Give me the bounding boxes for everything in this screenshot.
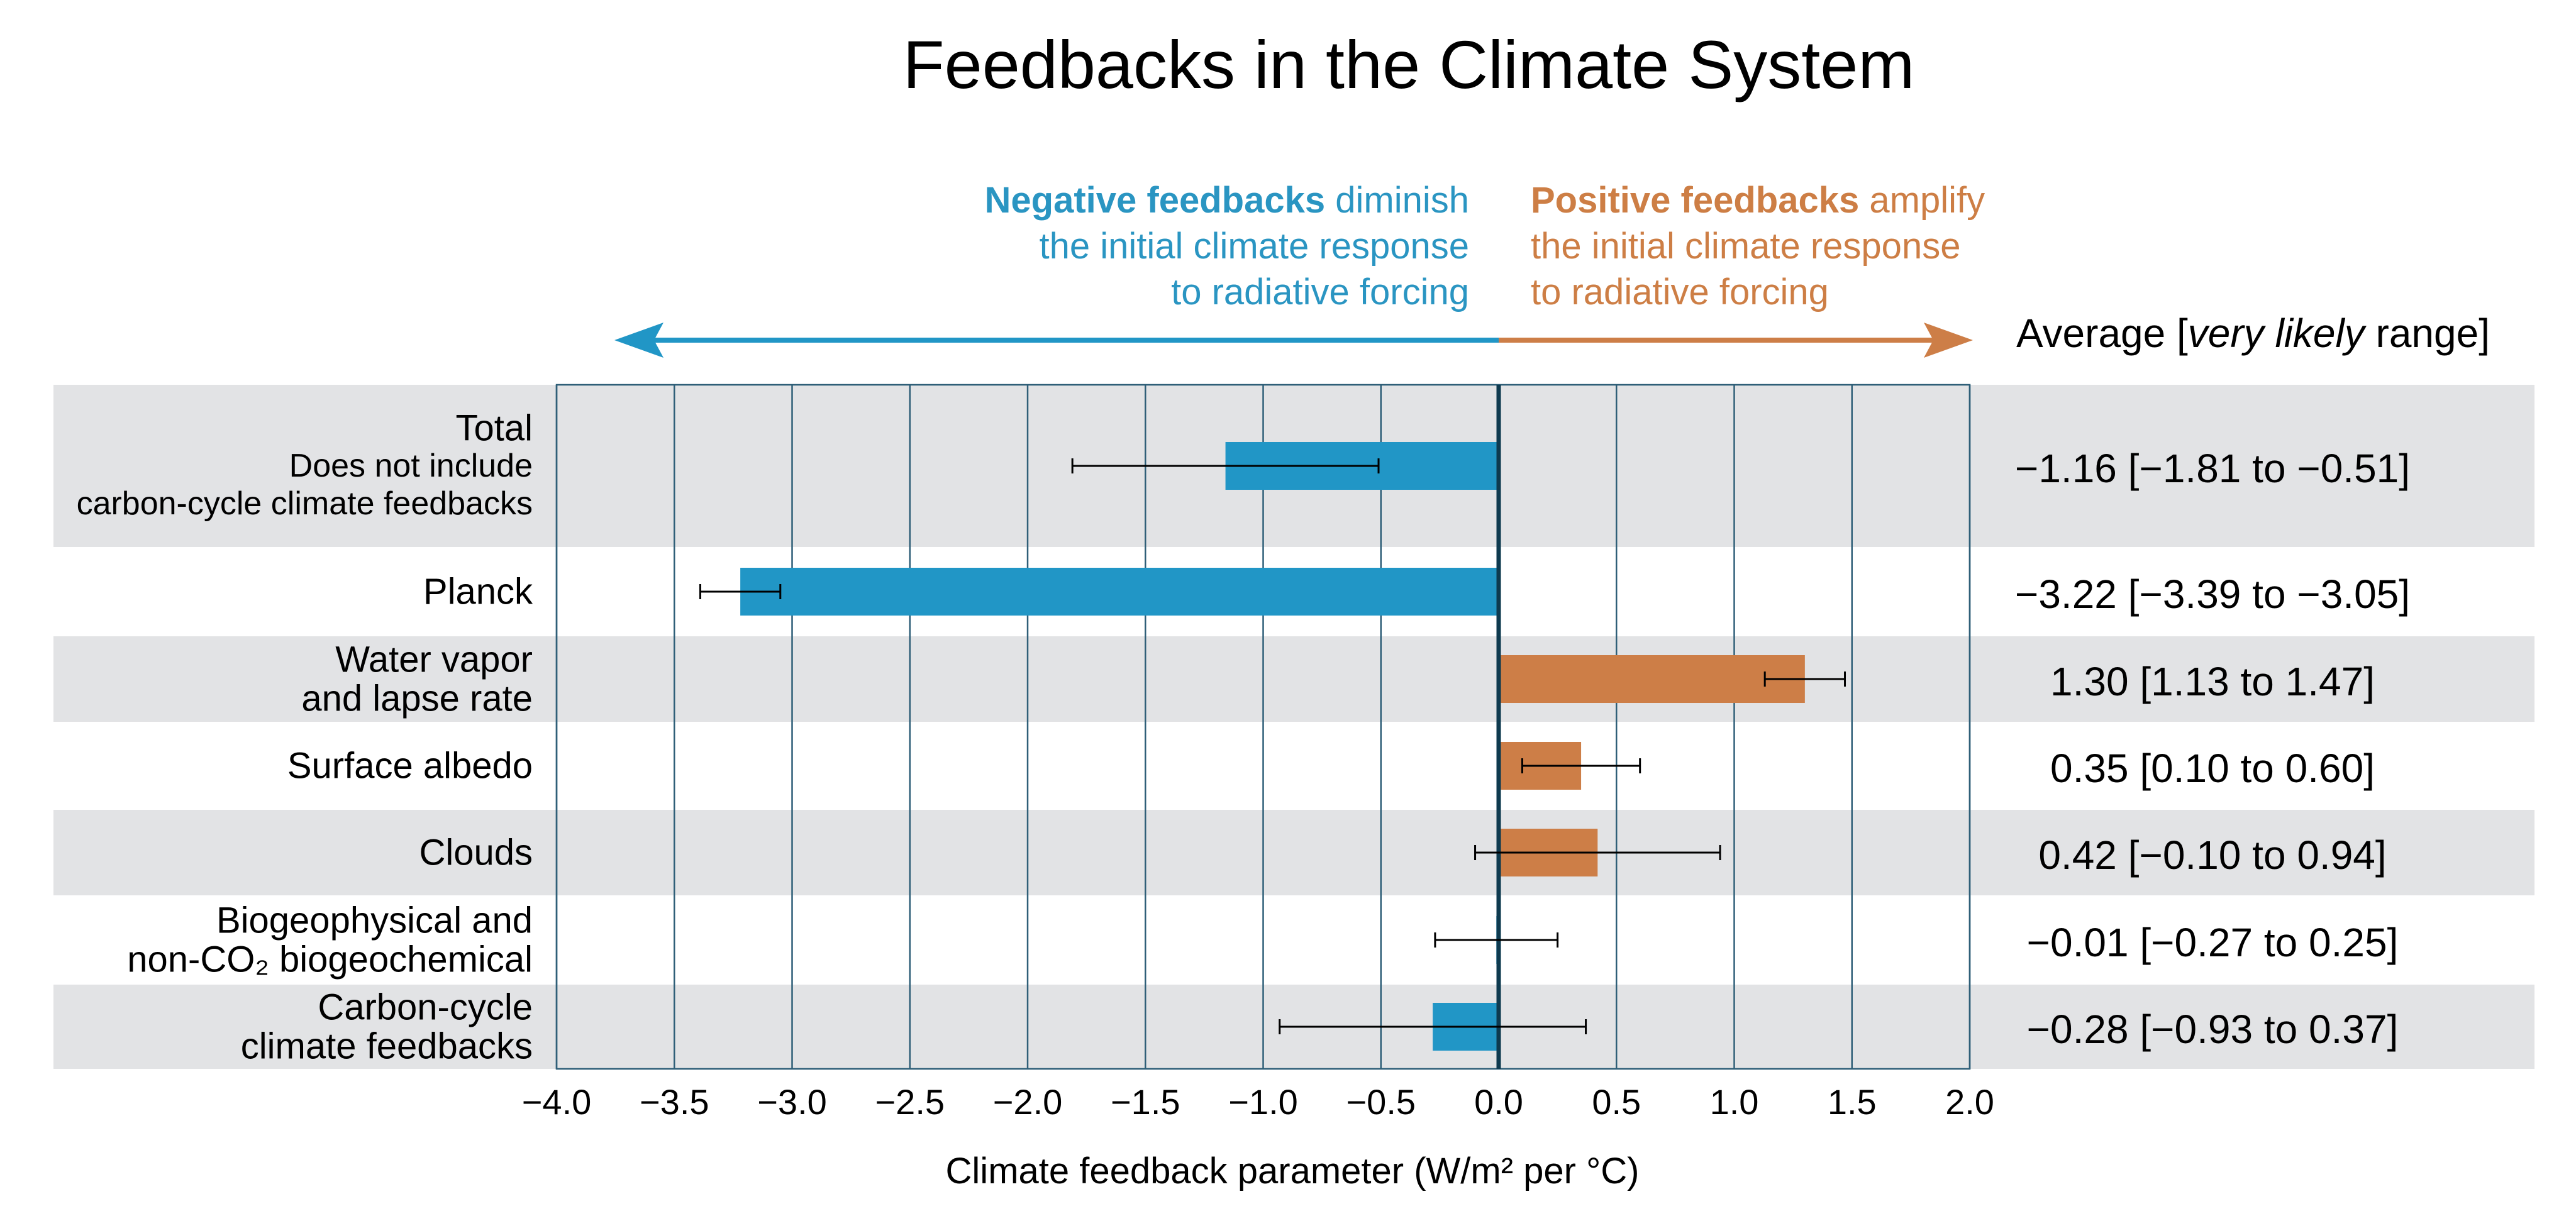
category-label: carbon-cycle climate feedbacks [77, 485, 533, 522]
x-tick-label: −0.5 [1346, 1082, 1416, 1122]
category-label: Surface albedo [287, 746, 533, 787]
row-band [53, 636, 2534, 722]
x-tick-label: 1.0 [1710, 1082, 1759, 1122]
category-label: Clouds [419, 832, 533, 873]
range-header-suffix: range] [2364, 311, 2490, 356]
x-tick-label: 2.0 [1945, 1082, 1994, 1122]
range-header-italic: very likely [2187, 311, 2365, 356]
bar [1499, 655, 1805, 703]
negative-annotation-line1: diminish [1325, 180, 1469, 221]
x-tick-label: −2.0 [993, 1082, 1063, 1122]
x-tick-label: 0.0 [1474, 1082, 1523, 1122]
x-tick-label: −1.0 [1228, 1082, 1298, 1122]
x-tick-labels: −4.0 −3.5 −3.0 −2.5 −2.0 −1.5 −1.0 −0.5 0.0 0.5 1.… [522, 1082, 1994, 1122]
range-label: 0.42 [−0.10 to 0.94] [2038, 832, 2386, 878]
x-tick-label: −1.5 [1111, 1082, 1180, 1122]
range-labels: −1.16 [−1.81 to −0.51] −3.22 [−3.39 to −3… [2015, 446, 2410, 1052]
range-label: −0.01 [−0.27 to 0.25] [2027, 920, 2399, 965]
error-bars [699, 458, 1846, 1034]
row-bands [53, 385, 2534, 1069]
chart-title: Feedbacks in the Climate System [902, 26, 1915, 102]
category-label: Does not include [289, 448, 533, 484]
range-label: −0.28 [−0.93 to 0.37] [2027, 1007, 2399, 1052]
bar [740, 568, 1499, 616]
direction-arrows [614, 323, 1973, 358]
category-label: and lapse rate [301, 678, 533, 719]
x-tick-label: −3.5 [640, 1082, 709, 1122]
negative-annotation-line3: to radiative forcing [1171, 272, 1469, 312]
positive-annotation-line2: the initial climate response [1531, 226, 1961, 267]
x-tick-label: 0.5 [1592, 1082, 1641, 1122]
x-axis-title: Climate feedback parameter (W/m² per °C) [946, 1151, 1640, 1191]
category-label: climate feedbacks [241, 1026, 533, 1067]
positive-arrowhead [1924, 323, 1973, 358]
range-label: 0.35 [0.10 to 0.60] [2050, 746, 2375, 791]
x-tick-label: −2.5 [875, 1082, 945, 1122]
negative-feedbacks-annotation: Negative feedbacks diminish the initial … [985, 177, 1469, 315]
x-tick-label: 1.5 [1828, 1082, 1877, 1122]
range-label: −1.16 [−1.81 to −0.51] [2015, 446, 2410, 491]
negative-arrowhead [614, 323, 663, 358]
category-label: Planck [423, 572, 533, 612]
range-label: 1.30 [1.13 to 1.47] [2050, 659, 2375, 704]
category-label: Total [455, 408, 533, 449]
positive-annotation-line3: to radiative forcing [1531, 272, 1829, 312]
x-tick-label: −3.0 [757, 1082, 827, 1122]
range-label: −3.22 [−3.39 to −3.05] [2015, 572, 2410, 617]
x-tick-label: −4.0 [522, 1082, 592, 1122]
range-header-prefix: Average [ [2016, 311, 2188, 356]
range-column-header: Average [very likely range] [2016, 308, 2490, 358]
negative-annotation-bold: Negative feedbacks [984, 180, 1326, 221]
row-band [53, 810, 2534, 895]
positive-annotation-bold: Positive feedbacks [1531, 180, 1860, 221]
category-label: Biogeophysical and [216, 900, 533, 941]
negative-annotation-line2: the initial climate response [1039, 226, 1469, 267]
category-label: Carbon-cycle [318, 987, 533, 1028]
plot-frame [555, 384, 1971, 1070]
category-label: Water vapor [335, 639, 533, 680]
positive-annotation-line1: amplify [1859, 180, 1985, 221]
positive-feedbacks-annotation: Positive feedbacks amplify the initial c… [1531, 177, 1985, 315]
category-label: non-CO₂ biogeochemical [127, 939, 533, 980]
